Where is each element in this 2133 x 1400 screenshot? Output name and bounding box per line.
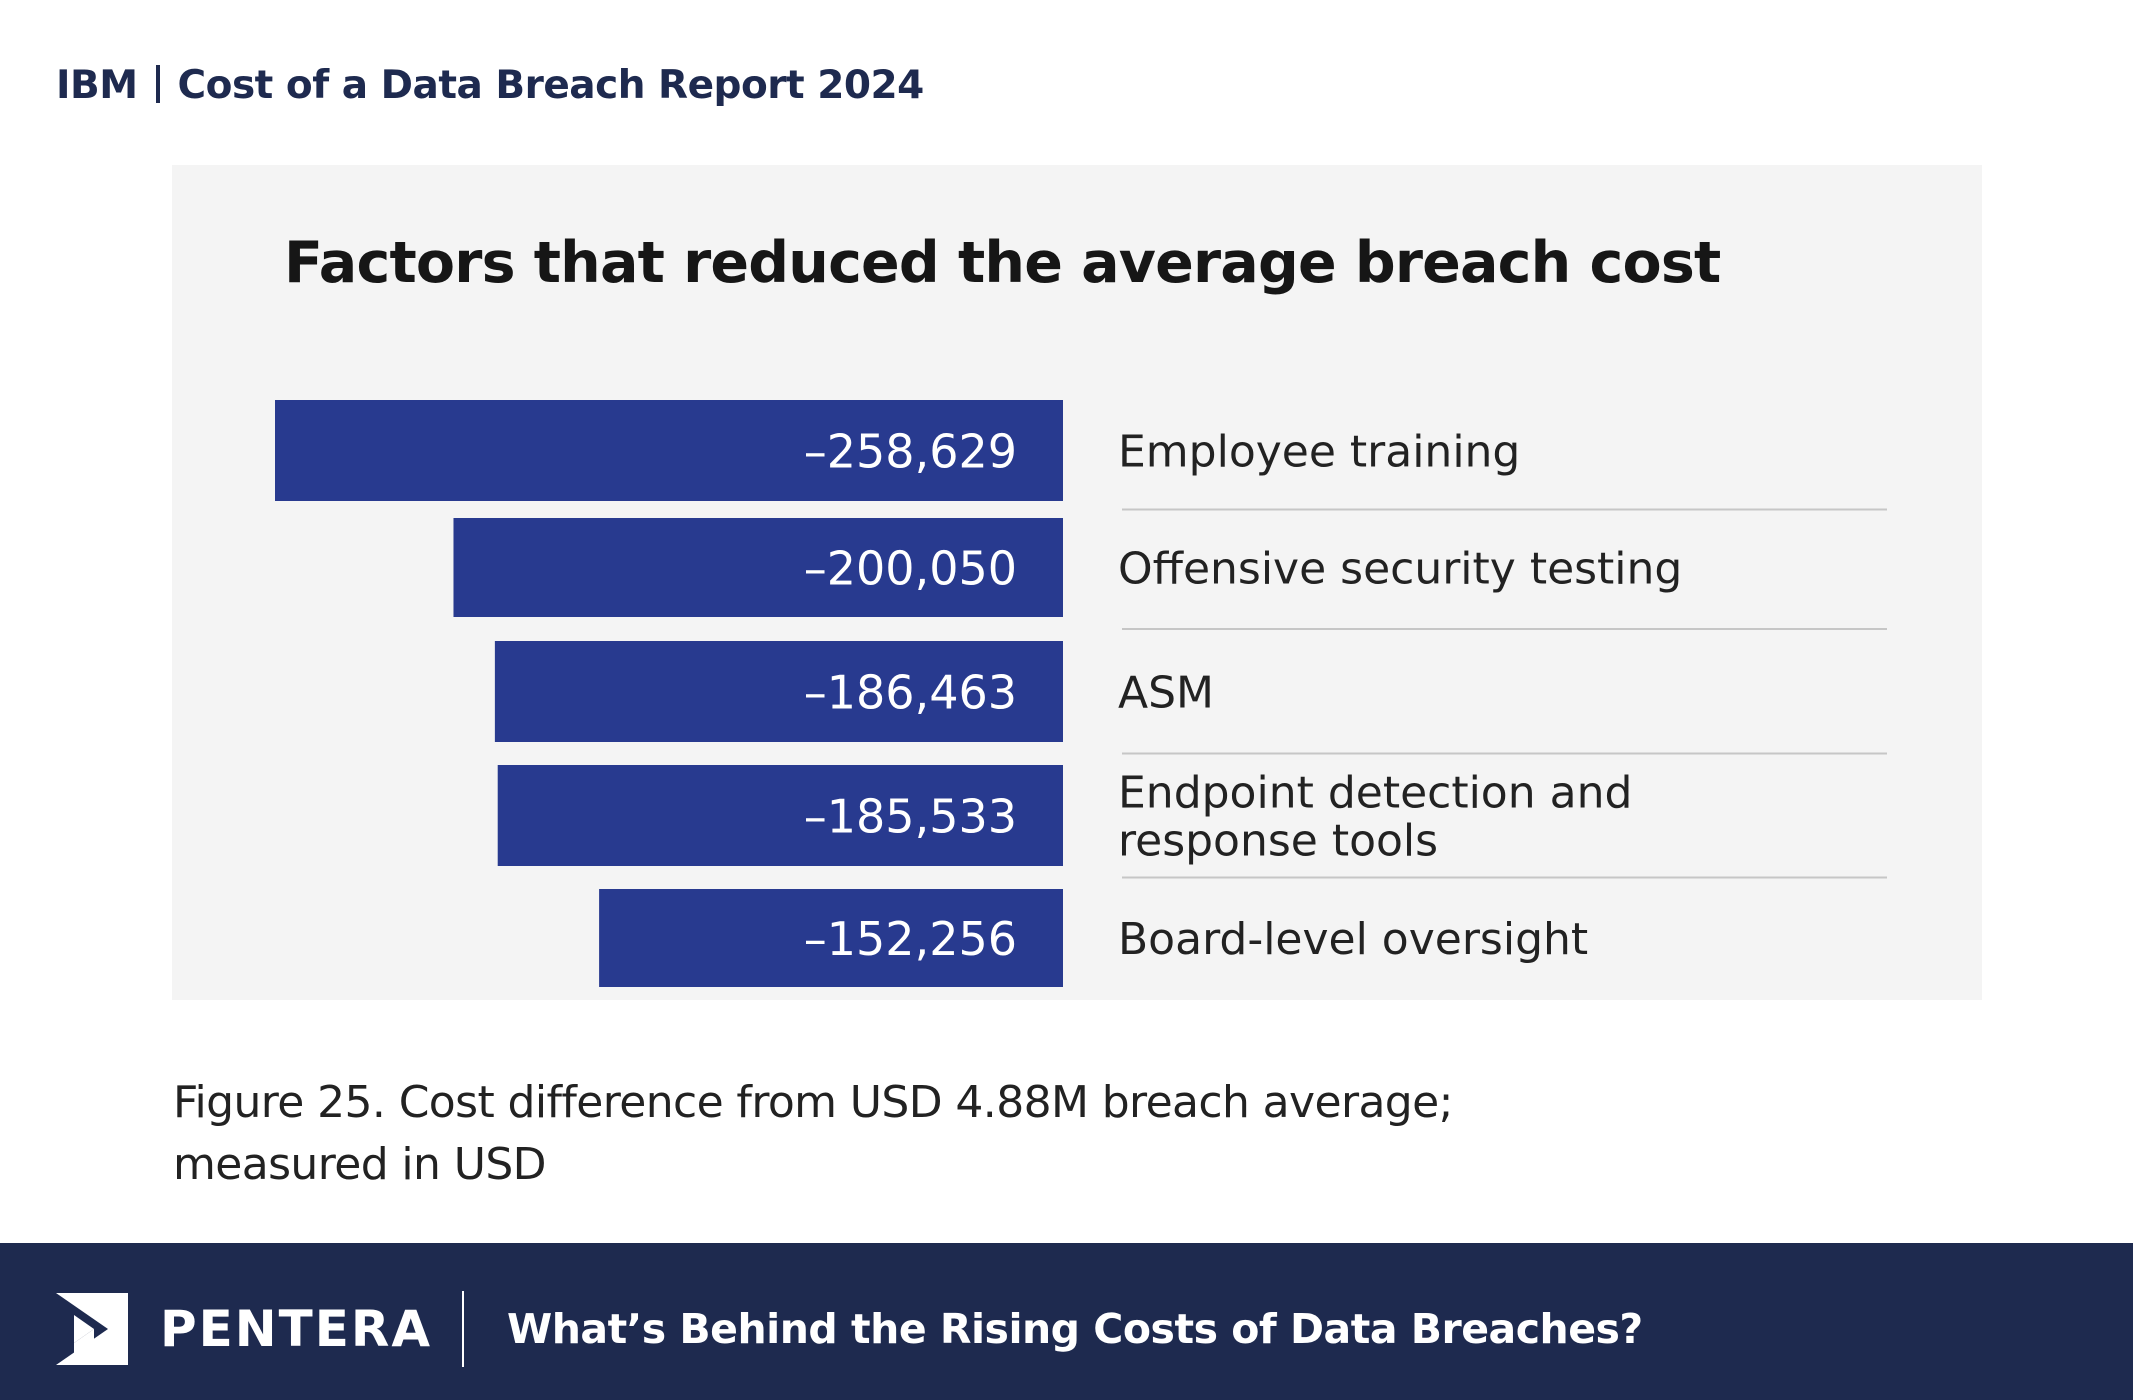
- header-brand: IBM: [56, 63, 138, 108]
- bar-value-label-1: –258,629: [804, 425, 1017, 479]
- category-label-4-line-1: Endpoint detection and: [1118, 768, 1632, 819]
- bar-value-label-2: –200,050: [804, 542, 1017, 596]
- pentera-logo-icon: [56, 1293, 128, 1365]
- bar-3: [494, 641, 1063, 742]
- bar-value-label-4: –185,533: [804, 790, 1017, 844]
- figure-caption: Figure 25. Cost difference from USD 4.88…: [173, 1072, 1673, 1196]
- bar-chart: –258,629 Employee training –200,050 Offensi…: [275, 400, 1887, 987]
- category-label-5: Board-level oversight: [1118, 914, 1588, 965]
- footer-tagline: What’s Behind the Rising Costs of Data B…: [507, 1305, 1643, 1353]
- category-label-4-line-2: response tools: [1118, 816, 1438, 867]
- bar-5: [599, 889, 1063, 987]
- caption-line-2: measured in USD: [173, 1139, 547, 1190]
- bar-4: [497, 765, 1063, 866]
- bar-value-label-3: –186,463: [804, 666, 1017, 720]
- bar-value-label-5: –152,256: [804, 912, 1017, 966]
- bar-2: [453, 518, 1063, 617]
- footer-divider: [462, 1291, 464, 1367]
- page-header: IBM Cost of a Data Breach Report 2024: [56, 58, 924, 114]
- header-report-title: Cost of a Data Breach Report 2024: [177, 63, 925, 108]
- caption-line-1: Figure 25. Cost difference from USD 4.88…: [173, 1077, 1453, 1128]
- category-label-2: Offensive security testing: [1118, 544, 1682, 595]
- chart-title: Factors that reduced the average breach …: [284, 230, 1721, 296]
- header-separator: [155, 65, 160, 103]
- footer-bar: PENTERA What’s Behind the Rising Costs o…: [0, 1243, 2133, 1400]
- bar-1: [275, 400, 1063, 501]
- category-label-1: Employee training: [1118, 427, 1520, 478]
- footer-brand: PENTERA: [160, 1300, 433, 1358]
- category-label-3: ASM: [1118, 668, 1214, 719]
